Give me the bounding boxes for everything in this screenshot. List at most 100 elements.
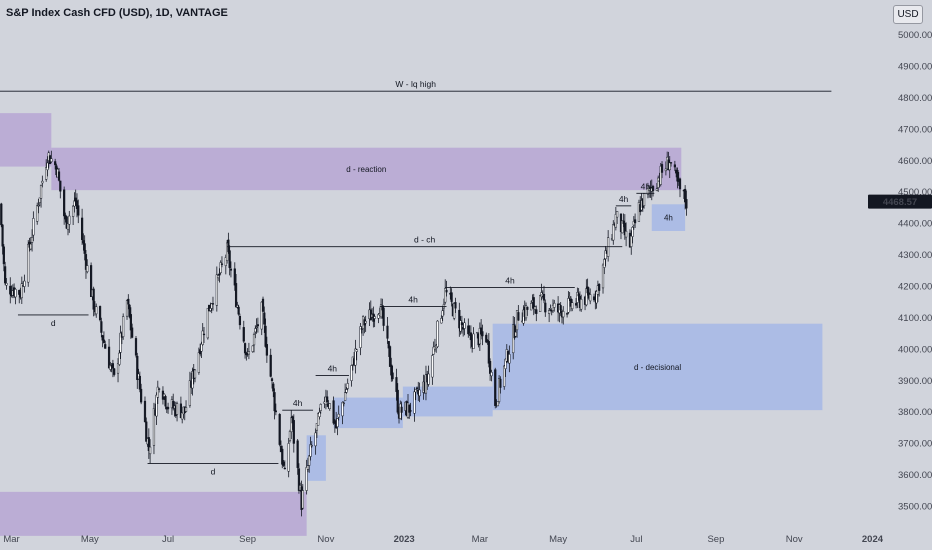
- candle-body: [252, 334, 256, 346]
- candle-body: [494, 369, 497, 406]
- candle-body: [460, 322, 463, 326]
- candle-body: [166, 406, 170, 410]
- candle-body: [310, 445, 313, 447]
- candle-body: [315, 423, 319, 431]
- zone-zone-2: [0, 491, 307, 536]
- candle-body: [219, 262, 222, 273]
- candle-body: [342, 402, 345, 405]
- time-tick-label: 2024: [862, 534, 884, 545]
- candle-body: [4, 266, 7, 284]
- candle-body: [245, 352, 248, 356]
- candle-body: [75, 200, 79, 209]
- candle-body: [68, 215, 71, 225]
- candle-body: [350, 365, 353, 381]
- candle-body: [215, 274, 218, 306]
- candle-body: [496, 401, 499, 407]
- candle-body: [499, 378, 502, 388]
- candle-body: [642, 193, 646, 207]
- candle-body: [562, 311, 565, 318]
- time-tick-label: Sep: [239, 534, 256, 545]
- candle-body: [306, 465, 310, 470]
- candle-body: [345, 389, 348, 393]
- candle-body: [508, 354, 511, 364]
- candle-body: [143, 400, 147, 422]
- price-axis[interactable]: 5000.00 4900.00 4800.00 4700.00 4600.00 4500.…: [898, 30, 932, 512]
- candle-body: [341, 402, 344, 417]
- candle-body: [317, 413, 320, 426]
- candle-body: [83, 243, 86, 254]
- candle-body: [181, 412, 184, 420]
- candle-body: [229, 268, 233, 271]
- candle-body: [208, 304, 211, 312]
- candle-body: [633, 219, 637, 224]
- time-tick-label: May: [81, 534, 99, 545]
- candle-body: [100, 321, 103, 333]
- candle-body: [152, 408, 156, 446]
- candle-body: [197, 352, 200, 373]
- price-tick-label: 4800.00: [898, 93, 932, 104]
- candle-body: [431, 355, 434, 378]
- price-tick-label: 4100.00: [898, 313, 932, 324]
- candle-body: [175, 403, 179, 415]
- candle-body: [621, 220, 624, 234]
- candle-body: [580, 299, 583, 310]
- candle-body: [445, 289, 448, 293]
- candle-body: [84, 254, 88, 270]
- candle-body: [281, 448, 284, 465]
- annotation-label-4: 4h: [293, 398, 303, 408]
- candle-body: [179, 403, 183, 418]
- candle-body: [63, 189, 66, 217]
- time-axis[interactable]: Mar May Jul Sep Nov 2023 Mar May Jul Sep Nov 2024: [3, 534, 883, 545]
- candle-body: [480, 327, 483, 335]
- candle-body: [32, 218, 35, 236]
- candle-body: [450, 292, 453, 302]
- candle-body: [218, 273, 221, 276]
- candle-body: [577, 293, 580, 297]
- candle-body: [669, 162, 673, 164]
- candle-body: [125, 300, 129, 317]
- candle-body: [678, 178, 682, 190]
- candle-body: [233, 268, 236, 286]
- candle-body: [673, 164, 676, 168]
- candle-body: [118, 352, 121, 365]
- candle-body: [287, 443, 290, 472]
- candle-body: [255, 326, 258, 328]
- currency-button[interactable]: USD: [893, 5, 923, 24]
- candle-body: [387, 341, 390, 349]
- candle-body: [571, 302, 574, 309]
- candle-body: [373, 316, 376, 319]
- candle-body: [631, 227, 634, 237]
- candle-body: [589, 294, 592, 302]
- candle-body: [237, 306, 240, 315]
- candle-body: [467, 325, 470, 335]
- candle-body: [92, 288, 95, 310]
- candle-body: [604, 250, 607, 260]
- candle-body: [346, 383, 349, 389]
- price-tick-label: 5000.00: [898, 30, 932, 41]
- time-tick-label: Nov: [317, 534, 334, 545]
- candle-body: [282, 461, 285, 466]
- candle-body: [478, 328, 481, 345]
- candle-body: [533, 306, 537, 310]
- candle-body: [574, 303, 578, 306]
- candle-body: [684, 188, 687, 203]
- annotation-label-8: 4h: [619, 194, 629, 204]
- candle-body: [382, 307, 385, 326]
- last-price-value: 4468.57: [883, 197, 917, 208]
- candle-body: [261, 298, 265, 312]
- time-tick-label: Sep: [707, 534, 724, 545]
- candle-body: [201, 330, 204, 345]
- candle-body: [485, 334, 488, 343]
- candle-body: [147, 437, 150, 451]
- candle-body: [318, 411, 321, 418]
- candle-body: [270, 378, 274, 382]
- zone-label-6: d - decisional: [634, 363, 681, 372]
- candle-body: [38, 197, 41, 203]
- candle-body: [359, 326, 362, 348]
- candle-body: [191, 371, 194, 389]
- candle-body: [432, 346, 435, 355]
- annotation-label-5: 4h: [328, 364, 338, 374]
- candle-body: [72, 205, 75, 217]
